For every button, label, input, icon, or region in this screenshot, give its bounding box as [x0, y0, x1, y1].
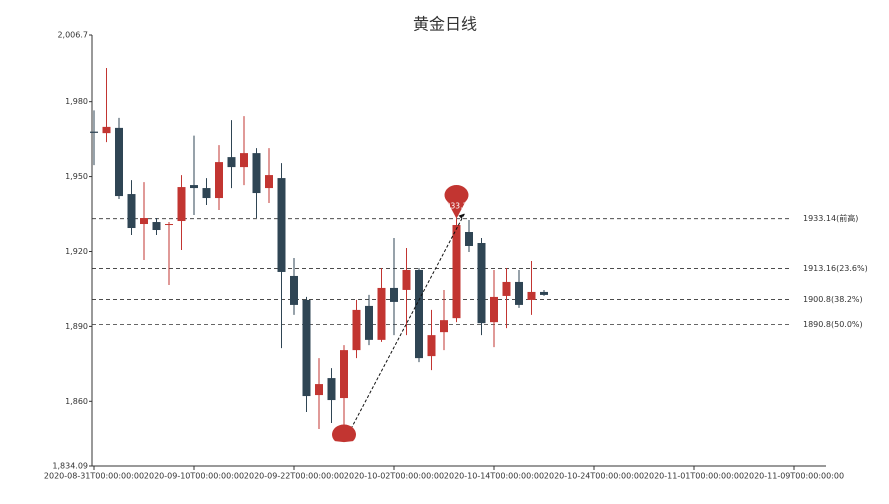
candle-body	[465, 232, 473, 246]
candle-body	[277, 178, 286, 272]
y-tick-label: 1,834.09	[52, 462, 88, 471]
level-label: 1913.16(23.6%)	[803, 264, 868, 273]
candle-body	[540, 291, 548, 295]
candle-body	[440, 320, 448, 333]
candle-body	[165, 224, 173, 226]
arrow-head	[458, 213, 465, 219]
x-tick-label: 2020-10-14T00:00:00:00	[444, 472, 544, 481]
candle-body	[302, 299, 311, 397]
candle-body	[90, 131, 98, 133]
candle-body	[240, 153, 248, 168]
candle-body	[127, 194, 136, 229]
y-tick-label: 1,950	[65, 172, 88, 181]
marker-pin	[331, 424, 356, 443]
x-tick-label: 2020-11-01T00:00:00:00	[644, 472, 744, 481]
candle-body	[490, 296, 498, 323]
candle-body	[177, 187, 186, 222]
candle-body	[252, 153, 261, 194]
level-label: 1900.8(38.2%)	[803, 295, 863, 304]
candle-body	[390, 287, 398, 302]
candle-body	[402, 269, 411, 290]
candle-body	[290, 275, 298, 305]
candle-body	[115, 127, 123, 197]
candle-body	[190, 185, 198, 189]
y-tick-label: 1,920	[65, 247, 88, 256]
candle-body	[315, 384, 323, 396]
trend-arrow	[343, 213, 465, 443]
candle-body	[140, 218, 148, 225]
x-tick-label: 2020-08-31T00:00:00:00	[44, 472, 144, 481]
candle-body	[202, 188, 211, 199]
chart-title: 黄金日线	[413, 15, 477, 34]
y-tick-label: 1,860	[65, 397, 88, 406]
y-tick-label: 1,890	[65, 322, 88, 331]
candle-body	[215, 162, 223, 199]
candle-body	[377, 287, 386, 340]
x-tick-label: 2020-09-10T00:00:00:00	[144, 472, 244, 481]
candle-body	[265, 175, 273, 189]
candle-body	[340, 350, 348, 399]
marker-label: 1933.14	[441, 202, 472, 211]
candle-body	[527, 291, 536, 300]
candle-body	[515, 281, 523, 305]
candle-body	[502, 281, 511, 296]
level-label: 1933.14(前高)	[803, 213, 858, 223]
candle-body	[102, 126, 111, 134]
y-tick-label: 2,006.7	[57, 31, 88, 40]
x-tick-label: 2020-10-02T00:00:00:00	[344, 472, 444, 481]
candle-body	[477, 242, 486, 324]
candle-body	[227, 157, 236, 168]
candle-body	[365, 305, 373, 340]
candle-body	[352, 309, 361, 351]
candle-body	[327, 378, 336, 401]
y-tick-label: 1,980	[65, 97, 88, 106]
candle-body	[427, 335, 436, 357]
candle-body	[452, 225, 461, 319]
candle-body	[152, 222, 161, 231]
level-label: 1890.8(50.0%)	[803, 320, 863, 329]
candle-body	[415, 269, 423, 359]
x-tick-label: 2020-11-09T00:00:00:00	[744, 472, 844, 481]
x-tick-label: 2020-09-22T00:00:00:00	[244, 472, 344, 481]
x-tick-label: 2020-10-24T00:00:00:00	[544, 472, 644, 481]
marker-label: 1848.47	[328, 441, 359, 450]
marker-pin	[444, 185, 469, 219]
